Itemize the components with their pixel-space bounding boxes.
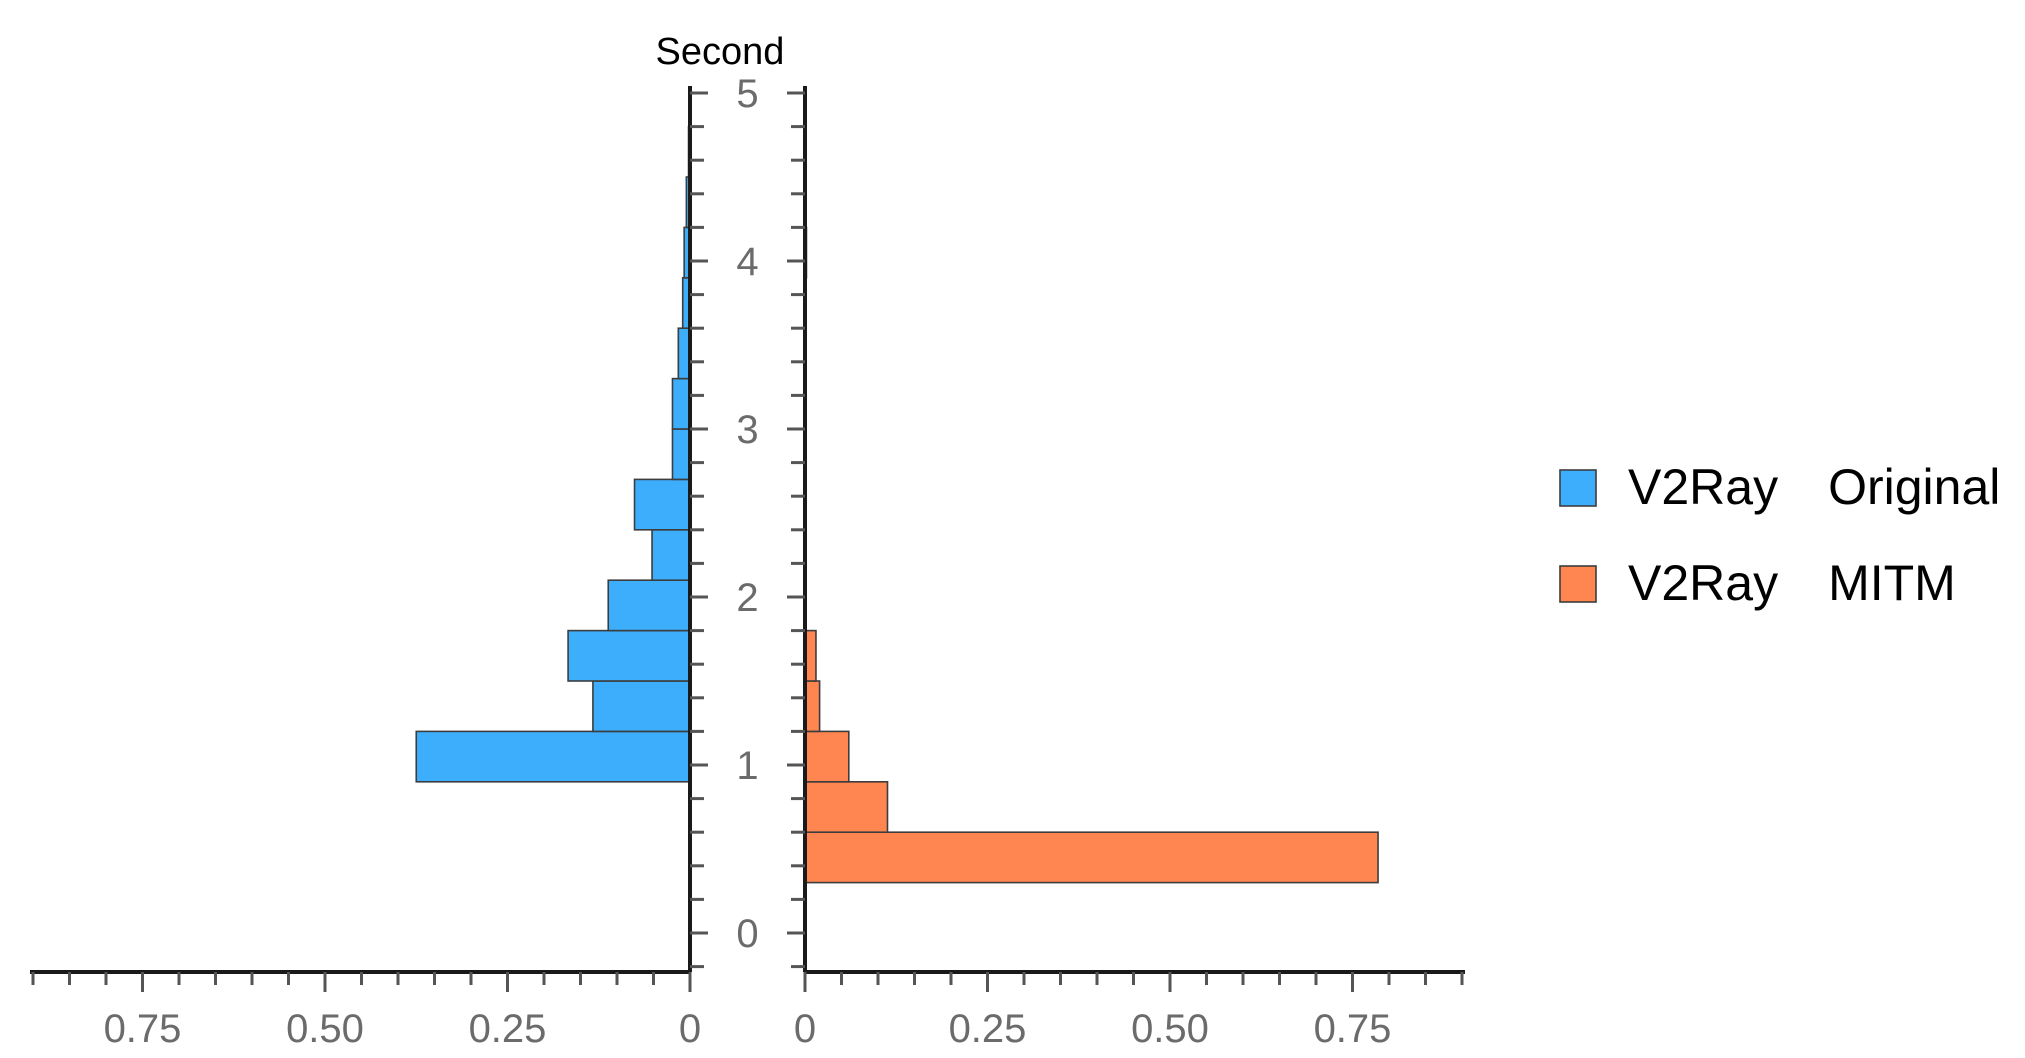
legend-swatch: [1559, 565, 1597, 603]
original-bar: [567, 629, 691, 682]
y-axis-title: Second: [656, 31, 785, 73]
legend-swatch: [1559, 469, 1597, 507]
mitm-bar: [804, 730, 850, 783]
mitm-bar: [804, 780, 889, 833]
y-tick-label: 5: [736, 72, 758, 116]
original-bars-group: [415, 125, 691, 783]
x-tick-label-left: 0.25: [469, 1007, 547, 1051]
mitm-bar: [804, 831, 1379, 884]
x-tick-label-right: 0.50: [1131, 1007, 1209, 1051]
legend: V2Ray Original V2Ray MITM: [1559, 459, 2000, 611]
x-tick-label-left: 0: [679, 1007, 701, 1051]
y-tick-label: 2: [736, 576, 758, 620]
original-bar: [607, 579, 691, 632]
legend-label: V2Ray MITM: [1628, 555, 1956, 611]
x-tick-label-right: 0: [794, 1007, 816, 1051]
axes-group: [30, 86, 1465, 992]
mitm-bars-group: [804, 226, 1379, 884]
original-bar: [671, 428, 691, 481]
original-bar: [633, 478, 691, 531]
original-bar: [415, 730, 691, 783]
original-bar: [592, 680, 691, 733]
x-tick-label-left: 0.50: [286, 1007, 364, 1051]
original-bar: [651, 528, 691, 581]
x-tick-label-right: 0.75: [1314, 1007, 1392, 1051]
y-tick-label: 3: [736, 408, 758, 452]
original-bar: [671, 377, 691, 430]
x-tick-label-right: 0.25: [949, 1007, 1027, 1051]
legend-label: V2Ray Original: [1628, 459, 2000, 515]
y-tick-label: 4: [736, 240, 758, 284]
y-tick-label: 0: [736, 912, 758, 956]
mitm-bar: [804, 680, 821, 733]
y-tick-label: 1: [736, 744, 758, 788]
x-tick-label-left: 0.75: [104, 1007, 182, 1051]
